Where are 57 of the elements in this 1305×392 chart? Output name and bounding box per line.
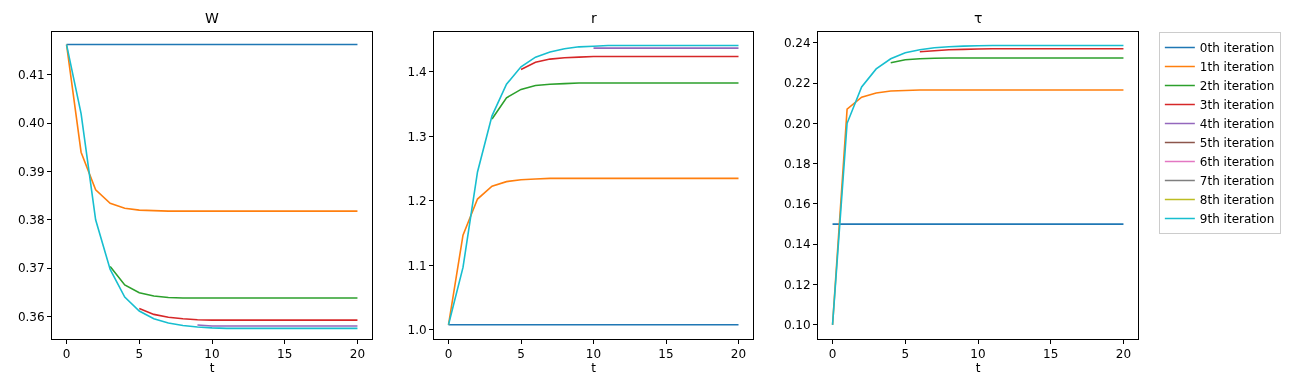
y-tick-label: 1.0 — [407, 323, 427, 338]
x-tick-label: 20 — [730, 347, 747, 362]
x-tick-label: 15 — [1043, 347, 1059, 362]
legend-label: 8th iteration — [1199, 193, 1275, 208]
x-tick-label: 15 — [277, 347, 293, 362]
line-series — [447, 44, 740, 326]
x-tick-label: 0 — [62, 347, 71, 362]
x-tick-label: 10 — [204, 347, 220, 362]
legend-label: 4th iteration — [1199, 117, 1275, 132]
legend-label: 5th iteration — [1199, 136, 1275, 151]
y-tick-label: 0.12 — [783, 277, 811, 292]
x-axis-title: t — [975, 361, 981, 376]
x-tick-label: 5 — [135, 347, 144, 362]
x-tick-label: 10 — [585, 347, 602, 362]
y-tick-label: 1.2 — [407, 194, 427, 209]
chart-title: W — [205, 10, 219, 26]
legend-label: 0th iteration — [1199, 41, 1275, 56]
line-series — [831, 44, 1125, 326]
y-tick-label: 0.38 — [17, 212, 45, 227]
line-series — [520, 55, 740, 71]
chart-title: τ — [974, 10, 983, 26]
y-tick-label: 0.41 — [17, 68, 45, 83]
y-tick-label: 0.16 — [783, 197, 811, 212]
line-series — [109, 265, 359, 299]
y-tick-label: 0.39 — [17, 164, 45, 179]
legend-label: 2th iteration — [1199, 79, 1275, 94]
legend-label: 9th iteration — [1199, 212, 1275, 227]
y-tick-label: 0.37 — [17, 261, 45, 276]
y-tick-label: 0.22 — [783, 76, 811, 91]
chart-title: r — [591, 10, 597, 26]
line-series — [65, 43, 359, 330]
line-series — [138, 307, 359, 321]
x-tick-label: 5 — [517, 347, 525, 362]
x-tick-label: 0 — [828, 347, 837, 362]
x-axis-title: t — [209, 361, 215, 376]
x-tick-label: 20 — [1115, 347, 1132, 362]
x-tick-label: 5 — [901, 347, 910, 362]
y-tick-label: 1.4 — [407, 65, 427, 80]
y-tick-label: 1.3 — [407, 129, 427, 144]
y-tick-label: 0.24 — [783, 35, 811, 50]
x-axis-title: t — [591, 361, 597, 376]
y-tick-label: 0.18 — [783, 156, 811, 171]
line-series — [491, 82, 740, 120]
y-tick-label: 0.20 — [783, 116, 811, 131]
y-tick-label: 0.40 — [17, 116, 45, 131]
x-tick-label: 15 — [658, 347, 674, 362]
legend-label: 7th iteration — [1199, 174, 1275, 189]
x-tick-label: 0 — [444, 347, 453, 362]
legend-label: 3th iteration — [1199, 98, 1275, 113]
x-tick-label: 10 — [970, 347, 986, 362]
y-tick-label: 0.36 — [17, 309, 45, 324]
x-tick-label: 20 — [349, 347, 366, 362]
legend-label: 6th iteration — [1199, 155, 1275, 170]
legend-label: 1th iteration — [1199, 60, 1275, 75]
y-tick-label: 1.1 — [407, 258, 427, 273]
y-tick-label: 0.10 — [783, 318, 811, 333]
y-tick-label: 0.14 — [783, 237, 811, 252]
